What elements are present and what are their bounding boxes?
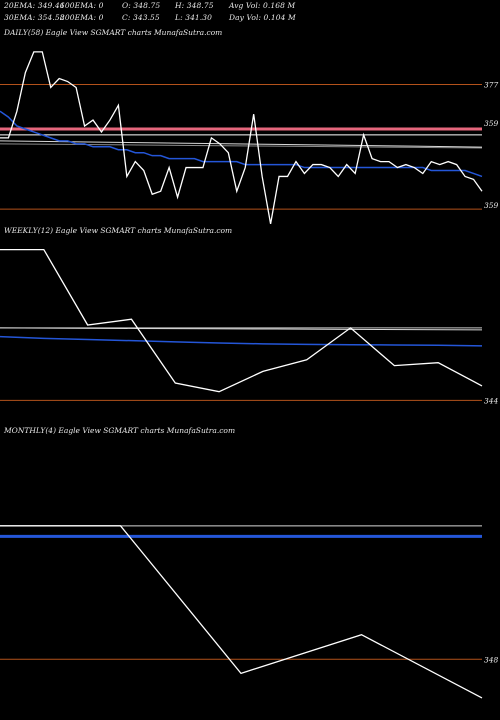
ema30-readout: 30EMA: 354.58	[4, 13, 65, 22]
close-readout: C: 343.55	[122, 13, 160, 22]
open-readout: O: 348.75	[122, 1, 161, 10]
daily-ema-line	[0, 110, 483, 178]
weekly-y-tick-label: 344	[484, 396, 499, 405]
daily-y-tick-label: 377	[484, 80, 499, 89]
low-readout: L: 341.30	[175, 13, 213, 22]
monthly-y-tick-label: 348	[484, 655, 499, 664]
daily-y-tick-label: 359	[484, 201, 499, 210]
daily-price-line	[0, 51, 483, 225]
high-readout: H: 348.75	[175, 1, 214, 10]
daily-panel-title: DAILY(58) Eagle View SGMART charts Munaf…	[4, 28, 223, 37]
monthly-panel-title: MONTHLY(4) Eagle View SGMART charts Muna…	[4, 426, 236, 435]
weekly-ema-line	[0, 335, 483, 347]
ema100-readout: 100EMA: 0	[60, 1, 104, 10]
monthly-price-line	[0, 525, 483, 699]
weekly-panel-title: WEEKLY(12) Eagle View SGMART charts Muna…	[4, 226, 233, 235]
daily-y-tick-label: 359	[484, 119, 499, 128]
ema20-readout: 20EMA: 349.46	[4, 1, 65, 10]
ema200-readout: 200EMA: 0	[60, 13, 104, 22]
day-vol-readout: Day Vol: 0.104 M	[229, 13, 296, 22]
weekly-white-ma-line	[0, 327, 483, 331]
weekly-price-line	[0, 248, 483, 393]
avg-vol-readout: Avg Vol: 0.168 M	[229, 1, 296, 10]
daily-white-ma-line	[0, 140, 483, 148]
